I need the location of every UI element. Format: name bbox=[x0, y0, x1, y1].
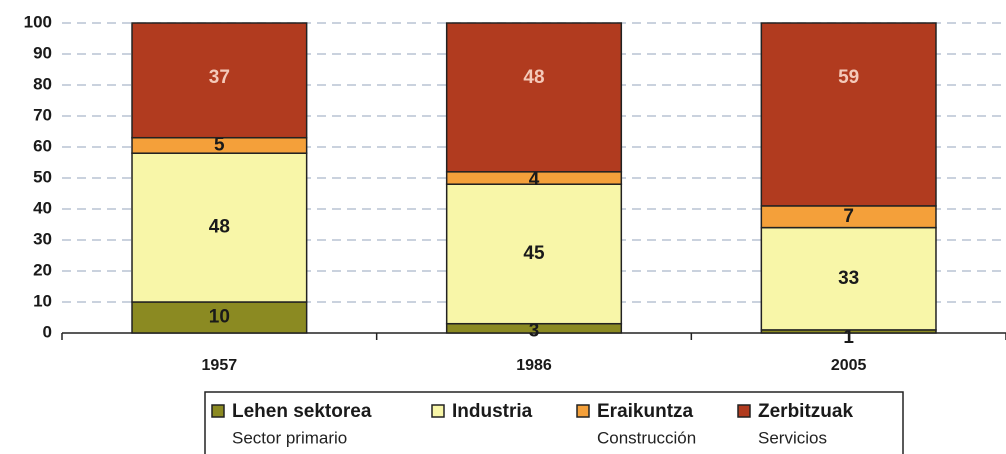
data-label: 59 bbox=[838, 67, 859, 88]
legend-translation: Construcción bbox=[597, 428, 696, 447]
legend-box bbox=[204, 391, 904, 454]
data-label: 37 bbox=[209, 67, 230, 88]
data-label: 3 bbox=[529, 321, 540, 342]
legend-swatch bbox=[737, 404, 751, 418]
y-tick-label: 20 bbox=[33, 260, 52, 279]
y-tick-label: 30 bbox=[33, 229, 52, 248]
data-label: 48 bbox=[209, 217, 230, 238]
y-tick-label: 40 bbox=[33, 198, 52, 217]
bar-segment bbox=[760, 22, 937, 207]
legend-swatch bbox=[431, 404, 445, 418]
legend-label: Lehen sektorea bbox=[232, 401, 372, 422]
legend-translation: Sector primario bbox=[232, 428, 347, 447]
data-label: 4 bbox=[529, 169, 540, 190]
bar-segment bbox=[131, 22, 308, 139]
bar-segment bbox=[445, 183, 623, 325]
y-tick-label: 100 bbox=[24, 12, 52, 31]
bar-segment bbox=[760, 226, 937, 331]
data-label: 48 bbox=[523, 67, 544, 88]
data-label: 7 bbox=[843, 206, 854, 227]
data-label: 10 bbox=[209, 307, 230, 328]
legend-swatch bbox=[211, 404, 225, 418]
legend-swatch bbox=[576, 404, 590, 418]
legend-label: Eraikuntza bbox=[597, 401, 694, 422]
y-tick-label: 70 bbox=[33, 105, 52, 124]
data-label: 33 bbox=[838, 268, 859, 289]
legend-translation: Servicios bbox=[758, 428, 827, 447]
y-tick-label: 10 bbox=[33, 291, 52, 310]
y-tick-label: 50 bbox=[33, 167, 52, 186]
y-tick-label: 0 bbox=[43, 322, 52, 341]
y-tick-label: 90 bbox=[33, 43, 52, 62]
legend-label: Industria bbox=[452, 401, 533, 422]
y-tick-label: 60 bbox=[33, 136, 52, 155]
y-tick-label: 80 bbox=[33, 74, 52, 93]
x-tick-label: 1986 bbox=[516, 357, 552, 374]
x-tick-label: 1957 bbox=[202, 357, 238, 374]
data-label: 5 bbox=[214, 135, 225, 156]
data-label: 45 bbox=[523, 243, 545, 264]
legend-label: Zerbitzuak bbox=[758, 401, 853, 422]
data-label: 1 bbox=[843, 327, 854, 348]
x-tick-label: 2005 bbox=[831, 357, 867, 374]
bar-segment bbox=[445, 22, 623, 173]
